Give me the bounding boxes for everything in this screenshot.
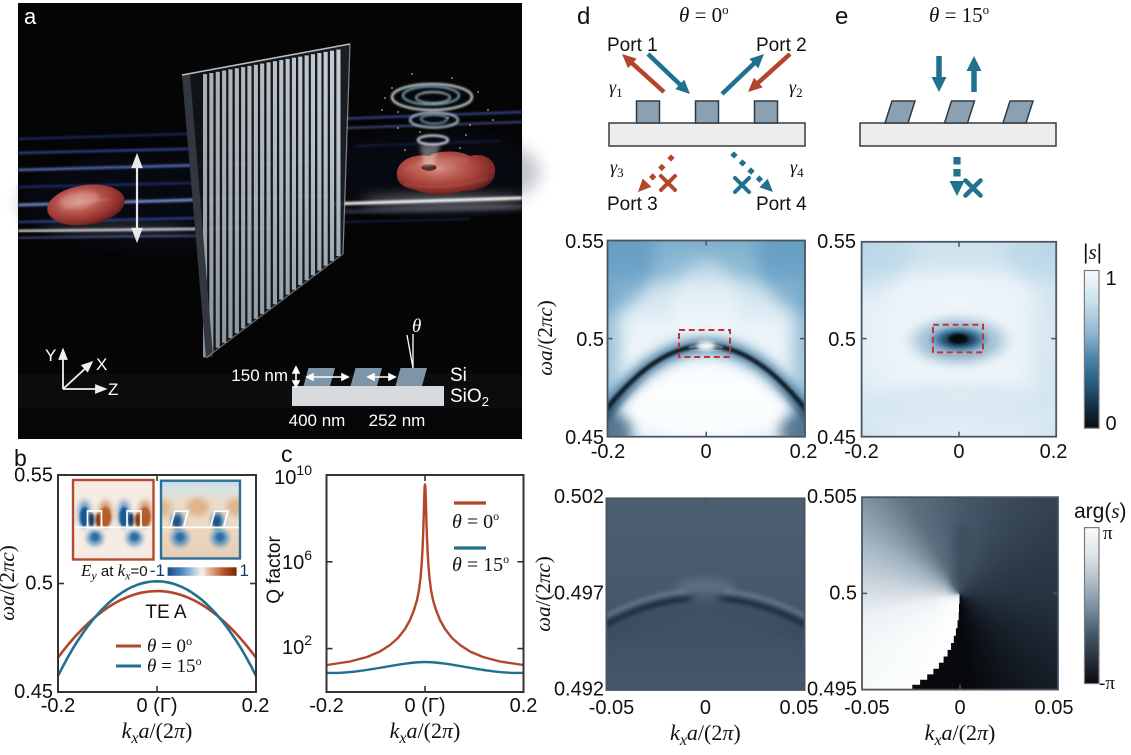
svg-text:e: e: [835, 3, 848, 30]
svg-text:0.5: 0.5: [828, 329, 856, 351]
svg-text:θ = 15o: θ = 15o: [452, 552, 509, 576]
svg-text:0.5: 0.5: [829, 583, 857, 605]
svg-text:0.2: 0.2: [510, 695, 538, 717]
svg-text:Port 4: Port 4: [756, 194, 807, 215]
svg-text:0.2: 0.2: [1040, 441, 1068, 463]
svg-text:150 nm: 150 nm: [231, 366, 288, 385]
svg-text:106: 106: [282, 547, 312, 574]
svg-text:0.55: 0.55: [14, 465, 53, 487]
svg-text:-0.2: -0.2: [844, 441, 878, 463]
svg-text:1010: 1010: [274, 462, 312, 489]
svg-text:0.45: 0.45: [565, 427, 604, 449]
svg-text:kxa/(2π): kxa/(2π): [390, 718, 461, 747]
svg-text:ωa/(2πc): ωa/(2πc): [0, 545, 19, 621]
svg-text:0.492: 0.492: [554, 679, 604, 701]
svg-text:-0.2: -0.2: [41, 695, 75, 717]
svg-text:-π: -π: [1099, 673, 1115, 694]
svg-text:0.2: 0.2: [790, 441, 818, 463]
svg-text:θ = 0o: θ = 0o: [679, 2, 729, 27]
svg-text:0 (Γ): 0 (Γ): [136, 695, 177, 717]
svg-text:ωa/(2πc): ωa/(2πc): [533, 300, 557, 376]
svg-text:π: π: [1103, 523, 1113, 544]
svg-text:0.45: 0.45: [14, 681, 53, 703]
svg-text:kxa/(2π): kxa/(2π): [670, 720, 741, 749]
svg-text:θ = 0o: θ = 0o: [452, 509, 499, 533]
svg-text:0.05: 0.05: [780, 697, 819, 719]
svg-text:Port 1: Port 1: [607, 35, 658, 56]
svg-text:0.5: 0.5: [25, 573, 53, 595]
svg-text:Port 3: Port 3: [607, 194, 658, 215]
svg-text:-0.2: -0.2: [591, 441, 625, 463]
svg-text:a: a: [24, 4, 37, 29]
svg-text:γ1: γ1: [609, 77, 623, 100]
svg-text:Si: Si: [450, 365, 467, 386]
svg-text:400 nm: 400 nm: [289, 411, 346, 430]
svg-text:SiO2: SiO2: [450, 386, 489, 409]
svg-text:Ey at kx=0: Ey at kx=0: [80, 561, 148, 583]
svg-text:0.55: 0.55: [817, 231, 856, 253]
svg-text:X: X: [96, 355, 107, 374]
svg-text:1: 1: [1106, 268, 1117, 290]
svg-text:θ = 15o: θ = 15o: [929, 2, 989, 27]
svg-text:θ = 0o: θ = 0o: [147, 634, 192, 657]
svg-text:0.5: 0.5: [576, 329, 604, 351]
svg-text:ωa/(2πc): ωa/(2πc): [531, 556, 555, 632]
svg-text:252 nm: 252 nm: [369, 411, 426, 430]
svg-text:Port 2: Port 2: [756, 35, 807, 56]
svg-text:0: 0: [953, 441, 964, 463]
svg-text:-0.05: -0.05: [589, 697, 635, 719]
svg-text:0: 0: [700, 697, 711, 719]
svg-text:0 (Γ): 0 (Γ): [404, 695, 445, 717]
svg-text:0.502: 0.502: [554, 486, 604, 508]
svg-text:Y: Y: [45, 346, 56, 365]
svg-text:102: 102: [282, 632, 312, 659]
svg-text:0.55: 0.55: [565, 231, 604, 253]
svg-text:-0.05: -0.05: [844, 697, 890, 719]
svg-text:γ4: γ4: [790, 157, 804, 180]
svg-text:0.2: 0.2: [242, 695, 270, 717]
svg-text:0: 0: [700, 441, 711, 463]
svg-text:0.05: 0.05: [1035, 697, 1074, 719]
svg-text:kxa/(2π): kxa/(2π): [925, 720, 996, 749]
svg-text:Q factor: Q factor: [264, 536, 285, 604]
svg-text:Z: Z: [108, 380, 118, 399]
svg-text:0.497: 0.497: [554, 583, 604, 605]
svg-text:TE A: TE A: [145, 602, 187, 623]
svg-text:0.505: 0.505: [807, 486, 857, 508]
svg-text:γ3: γ3: [610, 157, 624, 180]
svg-text:|s|: |s|: [1083, 240, 1102, 264]
svg-text:θ = 15o: θ = 15o: [147, 654, 202, 677]
svg-text:0.45: 0.45: [817, 427, 856, 449]
svg-text:b: b: [14, 445, 27, 471]
svg-text:1: 1: [240, 561, 249, 580]
svg-text:θ: θ: [412, 316, 421, 337]
svg-text:0: 0: [954, 697, 965, 719]
svg-text:arg(s): arg(s): [1074, 499, 1127, 523]
svg-text:-1: -1: [150, 561, 165, 580]
svg-text:c: c: [281, 441, 293, 467]
svg-text:kxa/(2π): kxa/(2π): [122, 718, 193, 747]
svg-text:d: d: [577, 3, 590, 30]
svg-text:0: 0: [1106, 413, 1117, 435]
svg-text:0.495: 0.495: [807, 679, 857, 701]
svg-text:γ2: γ2: [789, 77, 803, 100]
svg-text:-0.2: -0.2: [309, 695, 343, 717]
